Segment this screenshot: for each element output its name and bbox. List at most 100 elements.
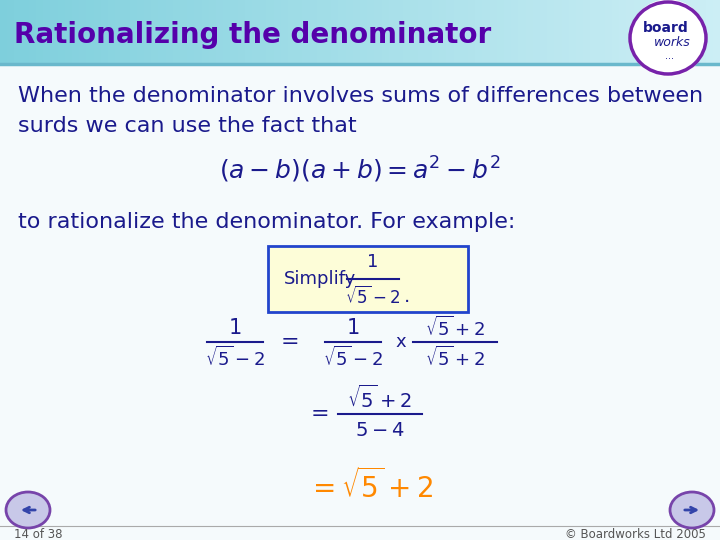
Bar bbox=[151, 0, 159, 64]
Text: =: = bbox=[311, 404, 329, 424]
Bar bbox=[338, 0, 346, 64]
Bar bbox=[540, 0, 548, 64]
Bar bbox=[482, 0, 490, 64]
Circle shape bbox=[630, 0, 706, 76]
Bar bbox=[223, 0, 231, 64]
Bar bbox=[36, 0, 44, 64]
Text: 14 of 38: 14 of 38 bbox=[14, 528, 63, 540]
Bar bbox=[706, 0, 714, 64]
Bar bbox=[346, 0, 354, 64]
Bar bbox=[101, 0, 109, 64]
Bar bbox=[137, 0, 145, 64]
Text: $5 - 4$: $5 - 4$ bbox=[355, 421, 405, 440]
Bar bbox=[144, 0, 152, 64]
Bar bbox=[14, 0, 22, 64]
Bar bbox=[576, 0, 584, 64]
Text: works: works bbox=[654, 37, 690, 50]
Bar bbox=[698, 0, 706, 64]
Bar bbox=[274, 0, 282, 64]
Bar bbox=[670, 0, 678, 64]
Bar bbox=[94, 0, 102, 64]
Bar bbox=[65, 0, 73, 64]
Bar bbox=[281, 0, 289, 64]
Bar bbox=[158, 0, 166, 64]
Text: $\sqrt{5} - 2$: $\sqrt{5} - 2$ bbox=[205, 346, 265, 370]
Bar bbox=[302, 0, 310, 64]
Bar bbox=[72, 0, 80, 64]
Text: $\sqrt{5} + 2$: $\sqrt{5} + 2$ bbox=[348, 385, 413, 413]
Text: 1: 1 bbox=[367, 253, 379, 271]
Bar bbox=[367, 0, 375, 64]
Bar bbox=[554, 0, 562, 64]
Bar bbox=[403, 0, 411, 64]
Text: Simplify: Simplify bbox=[284, 269, 356, 288]
Bar bbox=[684, 0, 692, 64]
Bar bbox=[418, 0, 426, 64]
Bar bbox=[324, 0, 332, 64]
Bar bbox=[194, 0, 202, 64]
Bar bbox=[504, 0, 512, 64]
Text: $\sqrt{5} - 2$: $\sqrt{5} - 2$ bbox=[323, 346, 383, 370]
Text: x: x bbox=[396, 333, 406, 350]
Bar bbox=[310, 0, 318, 64]
Bar bbox=[410, 0, 418, 64]
Bar bbox=[86, 0, 94, 64]
Bar bbox=[353, 0, 361, 64]
Text: board: board bbox=[643, 21, 689, 35]
Bar bbox=[58, 0, 66, 64]
Bar bbox=[209, 0, 217, 64]
Bar bbox=[490, 0, 498, 64]
Bar bbox=[360, 0, 368, 64]
Text: $\sqrt{5} + 2$: $\sqrt{5} + 2$ bbox=[425, 316, 485, 340]
Bar bbox=[641, 0, 649, 64]
Bar bbox=[108, 0, 116, 64]
Bar bbox=[122, 0, 130, 64]
Bar bbox=[180, 0, 188, 64]
Bar bbox=[590, 0, 598, 64]
Bar bbox=[468, 0, 476, 64]
Bar bbox=[238, 0, 246, 64]
Bar bbox=[432, 0, 440, 64]
Bar bbox=[511, 0, 519, 64]
Text: ...: ... bbox=[665, 51, 675, 61]
Bar bbox=[598, 0, 606, 64]
Bar bbox=[331, 0, 339, 64]
Text: © Boardworks Ltd 2005: © Boardworks Ltd 2005 bbox=[565, 528, 706, 540]
FancyBboxPatch shape bbox=[268, 246, 468, 312]
Bar bbox=[22, 0, 30, 64]
Bar bbox=[79, 0, 87, 64]
Bar bbox=[518, 0, 526, 64]
Bar bbox=[662, 0, 670, 64]
Bar bbox=[7, 0, 15, 64]
Bar bbox=[288, 0, 296, 64]
Bar bbox=[533, 0, 541, 64]
Bar bbox=[252, 0, 260, 64]
Bar bbox=[173, 0, 181, 64]
Bar bbox=[317, 0, 325, 64]
Bar bbox=[295, 0, 303, 64]
Text: $= \sqrt{5} + 2$: $= \sqrt{5} + 2$ bbox=[307, 468, 433, 504]
Bar bbox=[0, 0, 8, 64]
Bar bbox=[547, 0, 555, 64]
Text: =: = bbox=[281, 332, 300, 352]
Bar bbox=[497, 0, 505, 64]
Bar bbox=[382, 0, 390, 64]
Bar bbox=[259, 0, 267, 64]
Bar bbox=[187, 0, 195, 64]
Bar bbox=[648, 0, 656, 64]
Bar bbox=[396, 0, 404, 64]
Text: $(a - b)(a + b) = a^2 - b^2$: $(a - b)(a + b) = a^2 - b^2$ bbox=[219, 154, 501, 185]
Bar bbox=[612, 0, 620, 64]
Bar bbox=[216, 0, 224, 64]
Bar bbox=[230, 0, 238, 64]
Bar bbox=[43, 0, 51, 64]
Bar bbox=[454, 0, 462, 64]
Bar bbox=[202, 0, 210, 64]
Bar bbox=[446, 0, 454, 64]
Bar bbox=[526, 0, 534, 64]
Text: When the denominator involves sums of differences between: When the denominator involves sums of di… bbox=[18, 86, 703, 106]
Text: Rationalizing the denominator: Rationalizing the denominator bbox=[14, 21, 491, 49]
Bar bbox=[115, 0, 123, 64]
Bar bbox=[130, 0, 138, 64]
Bar bbox=[605, 0, 613, 64]
